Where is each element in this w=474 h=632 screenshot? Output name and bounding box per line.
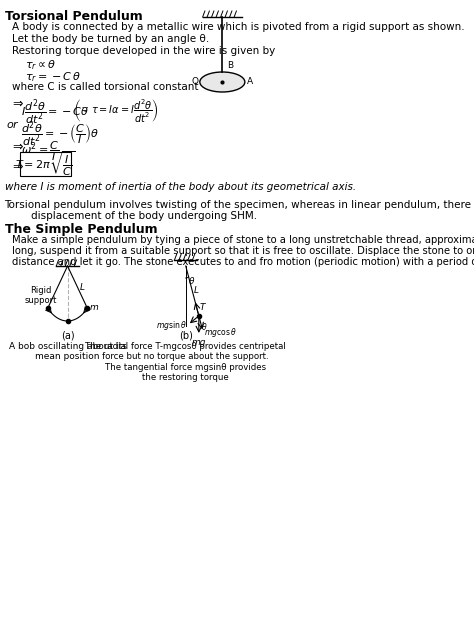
Text: Torsional Pendulum: Torsional Pendulum xyxy=(4,10,142,23)
Text: The radial force T-mgcosθ provides centripetal
force but no torque about the sup: The radial force T-mgcosθ provides centr… xyxy=(85,342,286,382)
Text: B: B xyxy=(227,61,233,70)
Text: $\Rightarrow$: $\Rightarrow$ xyxy=(10,140,25,153)
Text: $\left(\because\, \tau = I\alpha = I\dfrac{d^2\theta}{dt^2}\right)$: $\left(\because\, \tau = I\alpha = I\dfr… xyxy=(73,97,159,124)
Text: $\Rightarrow$: $\Rightarrow$ xyxy=(10,97,25,110)
Text: where I is moment of inertia of the body about its geometrical axis.: where I is moment of inertia of the body… xyxy=(4,182,356,192)
Text: $or$: $or$ xyxy=(6,119,19,130)
Text: $mg\sin\theta$: $mg\sin\theta$ xyxy=(155,319,186,332)
Text: $\theta$: $\theta$ xyxy=(201,321,207,332)
Text: $T = 2\pi\sqrt{\dfrac{I}{C}}$: $T = 2\pi\sqrt{\dfrac{I}{C}}$ xyxy=(15,150,76,178)
Text: A body is connected by a metallic wire which is pivoted from a rigid support as : A body is connected by a metallic wire w… xyxy=(12,22,465,32)
Text: (b): (b) xyxy=(179,331,193,341)
Text: O: O xyxy=(191,78,198,87)
FancyBboxPatch shape xyxy=(20,152,72,176)
Text: mg: mg xyxy=(191,338,206,347)
Text: long, suspend it from a suitable support so that it is free to oscillate. Displa: long, suspend it from a suitable support… xyxy=(12,246,474,256)
Text: distance and let it go. The stone executes to and fro motion (periodic motion) w: distance and let it go. The stone execut… xyxy=(12,257,474,267)
Text: $\dfrac{d^2\theta}{dt^2} = -\left(\dfrac{C}{I}\right)\theta$: $\dfrac{d^2\theta}{dt^2} = -\left(\dfrac… xyxy=(21,119,100,149)
Text: Torsional pendulum involves twisting of the specimen, whereas in linear pendulum: Torsional pendulum involves twisting of … xyxy=(4,200,474,210)
Text: Let the body be turned by an angle θ.: Let the body be turned by an angle θ. xyxy=(12,34,210,44)
Ellipse shape xyxy=(200,72,245,92)
Text: Rigid
support: Rigid support xyxy=(24,286,57,305)
Text: $\tau_r \propto \theta$: $\tau_r \propto \theta$ xyxy=(25,58,56,72)
Text: displacement of the body undergoing SHM.: displacement of the body undergoing SHM. xyxy=(4,211,256,221)
Text: m: m xyxy=(90,303,98,312)
Text: A bob oscillating about its
mean position: A bob oscillating about its mean positio… xyxy=(9,342,127,362)
Text: T: T xyxy=(200,303,205,312)
Text: The Simple Pendulum: The Simple Pendulum xyxy=(4,223,157,236)
Text: A: A xyxy=(246,78,253,87)
Text: $\Rightarrow$: $\Rightarrow$ xyxy=(10,160,25,173)
Text: (a): (a) xyxy=(61,331,74,341)
Text: $\theta$: $\theta$ xyxy=(188,274,195,286)
Text: $mg\cos\theta$: $mg\cos\theta$ xyxy=(204,325,237,339)
Text: $\omega^2 = \dfrac{C}{I}$: $\omega^2 = \dfrac{C}{I}$ xyxy=(21,140,60,164)
Text: L: L xyxy=(194,286,199,295)
Text: Restoring torque developed in the wire is given by: Restoring torque developed in the wire i… xyxy=(12,46,276,56)
Text: L: L xyxy=(80,283,85,291)
Text: $I\dfrac{d^2\theta}{dt^2} = -C\theta$: $I\dfrac{d^2\theta}{dt^2} = -C\theta$ xyxy=(21,97,90,127)
Text: Make a simple pendulum by tying a piece of stone to a long unstretchable thread,: Make a simple pendulum by tying a piece … xyxy=(12,235,474,245)
Text: where C is called torsional constant: where C is called torsional constant xyxy=(12,82,199,92)
Text: $\tau_r = -C\,\theta$: $\tau_r = -C\,\theta$ xyxy=(25,70,81,84)
